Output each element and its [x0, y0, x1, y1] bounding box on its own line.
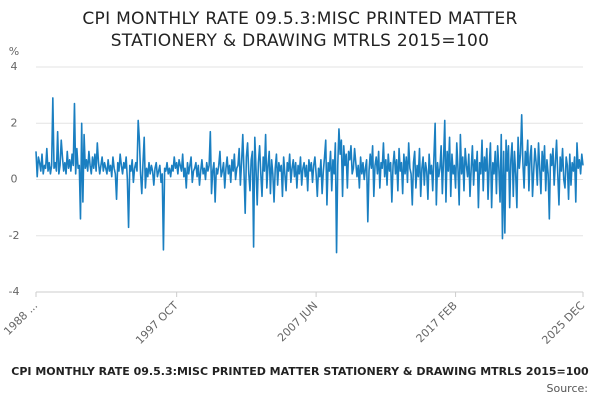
x-tick-label: 2007 JUN [275, 299, 320, 344]
x-tick-label: 1997 OCT [133, 299, 181, 347]
y-tick-label: 4 [11, 60, 18, 73]
y-axis-unit: % [9, 45, 19, 58]
y-tick-label: 0 [11, 173, 18, 186]
source: Source: [546, 382, 589, 395]
y-tick-label: 2 [11, 116, 18, 129]
x-tick-label: 1988 ... [1, 299, 40, 338]
footer-title: CPI MONTHLY RATE 09.5.3:MISC PRINTED MAT… [0, 365, 600, 378]
x-tick-label: 2017 FEB [414, 299, 460, 345]
y-tick-label: -4 [9, 285, 20, 298]
footer-title-text: CPI MONTHLY RATE 09.5.3:MISC PRINTED MAT… [11, 365, 589, 378]
chart-title: CPI MONTHLY RATE 09.5.3:MISC PRINTED MAT… [82, 9, 518, 51]
y-tick-label: -2 [9, 229, 20, 242]
x-tick-label: 2025 DEC [539, 299, 587, 347]
data-line [35, 97, 584, 254]
